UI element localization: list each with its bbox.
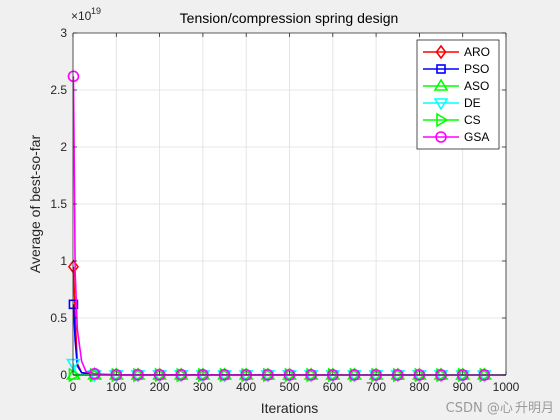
- x-tick-label: 200: [150, 380, 170, 394]
- x-tick-label: 500: [279, 380, 299, 394]
- x-tick-label: 900: [453, 380, 473, 394]
- x-tick-label: 100: [106, 380, 126, 394]
- watermark: CSDN @心 升明月: [445, 401, 554, 416]
- x-axis-label: Iterations: [261, 400, 319, 416]
- x-tick-label: 600: [323, 380, 343, 394]
- legend-marker-aso: [433, 78, 449, 91]
- legend-label-aro: ARO: [464, 45, 490, 59]
- legend-box: [416, 39, 500, 150]
- legend-label-aso: ASO: [464, 79, 489, 93]
- chart-title: Tension/compression spring design: [180, 10, 399, 26]
- y-tick-label: 1.5: [50, 197, 67, 211]
- x-tick-label: 400: [236, 380, 256, 394]
- y-exponent-label: ×10: [71, 9, 92, 23]
- x-tick-label: 300: [193, 380, 213, 394]
- y-tick-label: 3: [60, 26, 67, 40]
- legend-marker-cs: [436, 112, 449, 128]
- y-tick-label: 0: [60, 368, 67, 382]
- legend-label-pso: PSO: [464, 62, 489, 76]
- legend-marker-pso: [436, 64, 446, 74]
- legend-marker-gsa: [435, 131, 447, 143]
- y-tick-label: 2.5: [50, 83, 67, 97]
- y-axis-label: Average of best-so-far: [27, 135, 43, 274]
- legend-label-de: DE: [464, 96, 481, 110]
- series-point-aro: [67, 259, 79, 275]
- series-point-de: [66, 358, 81, 372]
- series-point-gsa: [67, 70, 80, 83]
- series-point-pso: [68, 299, 79, 310]
- x-tick-label: 700: [366, 380, 386, 394]
- legend-label-gsa: GSA: [464, 130, 489, 144]
- legend-marker-aro: [435, 44, 447, 60]
- series-point-gsa: [88, 368, 101, 380]
- y-tick-label: 1: [60, 254, 67, 268]
- y-exponent-power: 19: [91, 6, 101, 16]
- series-point-cs: [68, 367, 81, 383]
- x-tick-label: 1000: [493, 380, 520, 394]
- legend-marker-de: [433, 98, 449, 111]
- x-tick-label: 800: [409, 380, 429, 394]
- y-tick-label: 0.5: [50, 311, 67, 325]
- legend: ARO PSO ASO DE CS GSA: [416, 39, 500, 150]
- y-tick-label: 2: [60, 140, 67, 154]
- x-tick-label: 0: [70, 380, 77, 394]
- legend-label-cs: CS: [464, 113, 481, 127]
